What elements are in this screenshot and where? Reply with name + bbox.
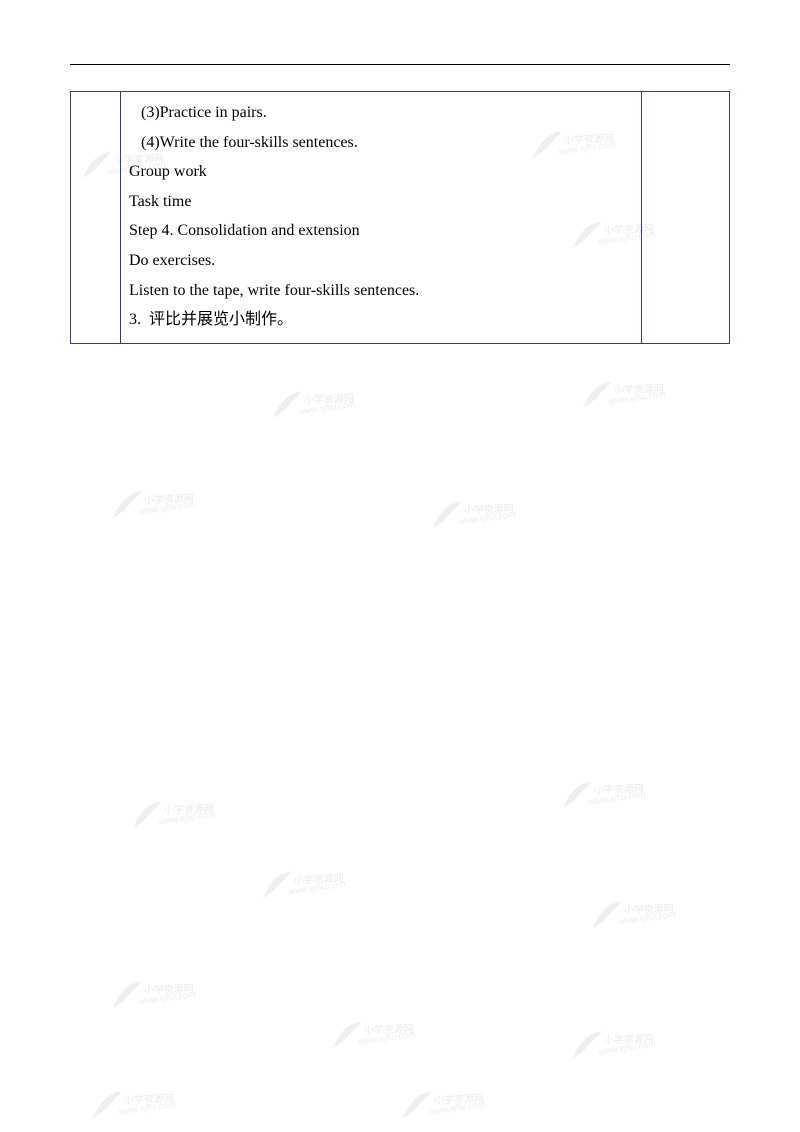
watermark-url: www.xj5u.com [428,1099,486,1117]
watermark-label: 小学资源网 [364,1020,414,1037]
watermark-label: 小学资源网 [164,800,214,817]
content-line: Listen to the tape, write four-skills se… [129,276,633,306]
content-line: Task time [129,187,633,217]
watermark-url: www.xj5u.com [588,789,646,807]
watermark-url: www.xj5u.com [138,989,196,1007]
watermark-icon: 小学资源网www.xj5u.com [109,489,144,520]
watermark-label: 小学资源网 [124,1090,174,1107]
watermark-icon: 小学资源网www.xj5u.com [89,1089,124,1120]
watermark-icon: 小学资源网www.xj5u.com [429,499,464,530]
watermark-label: 小学资源网 [614,380,664,397]
watermark-icon: 小学资源网www.xj5u.com [399,1089,434,1120]
watermark-label: 小学资源网 [604,1030,654,1047]
watermark-url: www.xj5u.com [608,389,666,407]
content-line: Step 4. Consolidation and extension [129,216,633,246]
table-cell-content: (3)Practice in pairs. (4)Write the four-… [121,92,642,344]
watermark-label: 小学资源网 [144,980,194,997]
watermark-url: www.xj5u.com [138,499,196,517]
watermark-label: 小学资源网 [624,900,674,917]
watermark-url: www.xj5u.com [288,879,346,897]
watermark-icon: 小学资源网www.xj5u.com [269,389,304,420]
content-line: Group work [129,157,633,187]
watermark-icon: 小学资源网www.xj5u.com [129,799,164,830]
watermark-url: www.xj5u.com [118,1099,176,1117]
watermark-label: 小学资源网 [294,870,344,887]
watermark-label: 小学资源网 [464,500,514,517]
watermark-label: 小学资源网 [304,390,354,407]
top-horizontal-rule [70,64,730,65]
table-cell-right [642,92,730,344]
watermark-icon: 小学资源网www.xj5u.com [559,779,594,810]
watermark-label: 小学资源网 [434,1090,484,1107]
content-line: (4)Write the four-skills sentences. [129,128,633,158]
page-content: (3)Practice in pairs. (4)Write the four-… [70,64,730,344]
watermark-url: www.xj5u.com [158,809,216,827]
watermark-url: www.xj5u.com [358,1029,416,1047]
content-line: (3)Practice in pairs. [129,98,633,128]
watermark-url: www.xj5u.com [598,1039,656,1057]
watermark-icon: 小学资源网www.xj5u.com [589,899,624,930]
watermark-label: 小学资源网 [594,780,644,797]
lesson-plan-table: (3)Practice in pairs. (4)Write the four-… [70,91,730,344]
watermark-url: www.xj5u.com [298,399,356,417]
table-row: (3)Practice in pairs. (4)Write the four-… [71,92,730,344]
watermark-icon: 小学资源网www.xj5u.com [329,1019,364,1050]
content-line: Do exercises. [129,246,633,276]
content-line: 3. 评比并展览小制作。 [129,305,633,335]
table-cell-left [71,92,121,344]
watermark-url: www.xj5u.com [618,909,676,927]
watermark-label: 小学资源网 [144,490,194,507]
watermark-icon: 小学资源网www.xj5u.com [109,979,144,1010]
watermark-icon: 小学资源网www.xj5u.com [569,1029,604,1060]
watermark-icon: 小学资源网www.xj5u.com [259,869,294,900]
watermark-icon: 小学资源网www.xj5u.com [579,379,614,410]
watermark-url: www.xj5u.com [458,509,516,527]
